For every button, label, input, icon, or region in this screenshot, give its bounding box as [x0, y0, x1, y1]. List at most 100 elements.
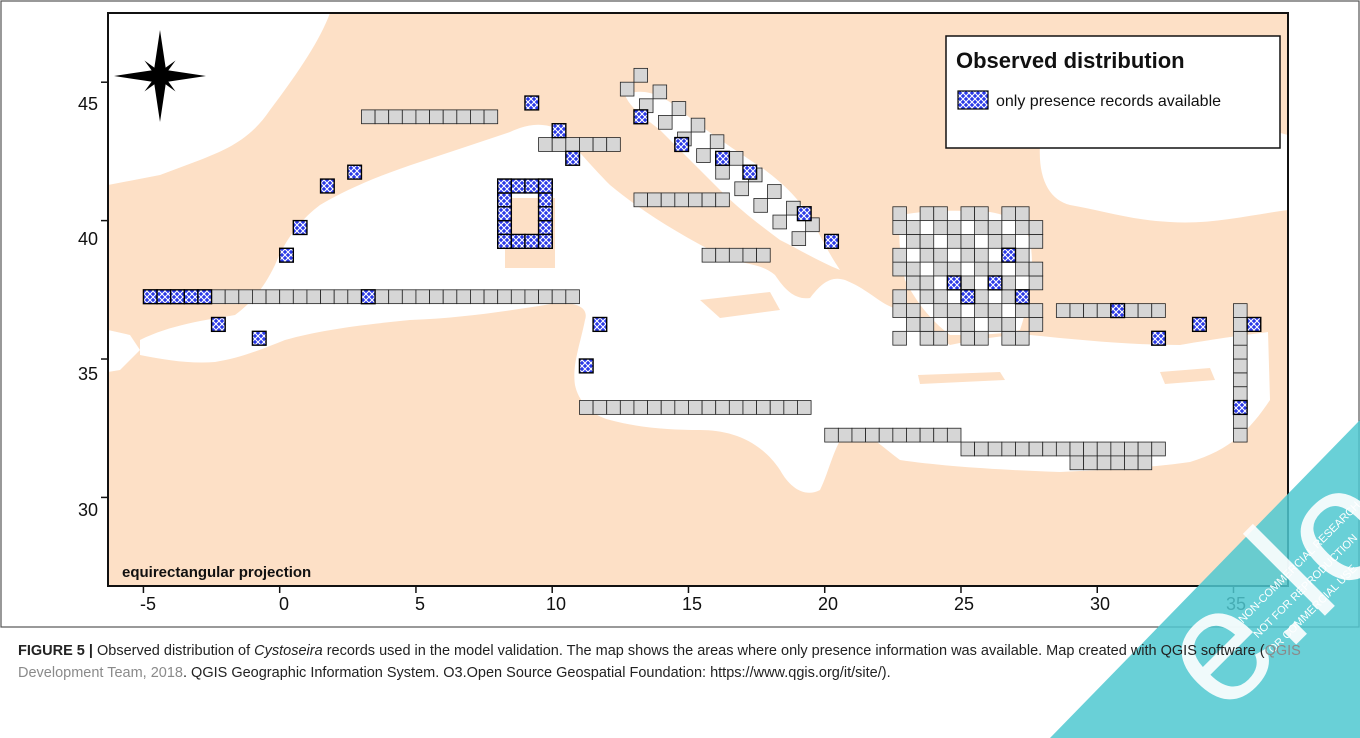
- x-tick-label: 15: [682, 594, 702, 614]
- legend-title: Observed distribution: [956, 48, 1185, 73]
- grid-cell: [767, 184, 782, 199]
- grid-cell: [946, 261, 962, 277]
- grid-cell: [946, 234, 962, 249]
- grid-cell: [1001, 275, 1016, 291]
- grid-cell: [974, 220, 989, 235]
- figure-caption: FIGURE 5 | Observed distribution of Cyst…: [18, 640, 1338, 684]
- presence-cell: [496, 206, 513, 222]
- grid-cell: [1055, 303, 1071, 318]
- x-tick-label: 10: [546, 594, 566, 614]
- grid-cell: [606, 137, 621, 152]
- grid-cell: [401, 289, 417, 305]
- grid-cell: [1015, 303, 1030, 318]
- grid-cell: [374, 109, 390, 125]
- y-tick-labels: 45 40 35 30: [78, 94, 98, 520]
- grid-cell: [1015, 206, 1030, 222]
- grid-cell: [470, 109, 485, 125]
- grid-cell: [320, 289, 335, 305]
- legend-swatch: [957, 90, 989, 110]
- grid-cell: [906, 234, 921, 249]
- grid-cell: [1233, 386, 1248, 401]
- grid-cell: [619, 81, 635, 97]
- grid-cell: [579, 137, 594, 152]
- grid-cell: [753, 198, 768, 213]
- presence-cell: [496, 192, 513, 208]
- presence-cell: [169, 289, 186, 305]
- presence-cell: [537, 219, 553, 236]
- grid-cell: [892, 303, 907, 318]
- caption-genus: Cystoseira: [254, 643, 323, 659]
- grid-cell: [292, 289, 308, 305]
- grid-cell: [633, 192, 648, 208]
- grid-cell: [906, 303, 921, 318]
- presence-cell: [987, 275, 1003, 291]
- legend: Observed distribution only presence reco…: [945, 35, 1281, 149]
- grid-cell: [756, 400, 771, 415]
- grid-cell: [333, 289, 349, 305]
- grid-cell: [974, 206, 989, 222]
- grid-cell: [919, 427, 935, 443]
- presence-cell: [565, 150, 581, 166]
- grid-cell: [483, 109, 499, 125]
- presence-cell: [715, 150, 731, 166]
- grid-cell: [1233, 358, 1248, 374]
- x-tick-label: 30: [1090, 594, 1110, 614]
- presence-cell: [578, 358, 594, 374]
- grid-cell: [715, 192, 730, 208]
- grid-cell: [987, 261, 1003, 277]
- grid-cell: [1015, 261, 1030, 277]
- grid-cell: [1001, 206, 1016, 222]
- presence-cell: [319, 178, 335, 194]
- caption-reference-link[interactable]: QGIS Development Team, 2018: [18, 643, 1301, 681]
- grid-cell: [960, 247, 976, 263]
- grid-cell: [878, 427, 894, 443]
- grid-cell: [892, 247, 907, 263]
- grid-cell: [606, 400, 621, 415]
- grid-cell: [974, 303, 989, 318]
- plot-frame: [107, 12, 1289, 587]
- grid-cell: [1124, 441, 1139, 457]
- grid-cell: [919, 247, 935, 263]
- grid-cell: [1028, 317, 1044, 332]
- grid-cell: [252, 289, 267, 305]
- y-tick-label: 40: [78, 229, 98, 249]
- presence-cell: [824, 233, 840, 249]
- grid-cell: [524, 289, 539, 305]
- presence-cell: [537, 233, 553, 249]
- grid-cell: [974, 247, 989, 263]
- grid-cell: [946, 220, 962, 235]
- grid-cell: [769, 400, 785, 415]
- grid-cell: [1151, 303, 1166, 318]
- grid-cell: [674, 400, 689, 415]
- grid-cell: [1028, 220, 1044, 235]
- grid-cell: [510, 289, 526, 305]
- grid-cell: [279, 289, 294, 305]
- grid-cell: [565, 289, 580, 305]
- presence-cell: [524, 178, 540, 194]
- grid-cell: [361, 109, 376, 125]
- grid-cell: [933, 427, 948, 443]
- grid-cell: [892, 261, 907, 277]
- grid-cell: [919, 330, 935, 346]
- presence-cell: [524, 233, 540, 249]
- presence-cell: [1191, 316, 1207, 333]
- presence-cell: [251, 330, 267, 346]
- grid-cell: [1110, 441, 1125, 457]
- caption-text: Observed distribution of: [92, 643, 255, 659]
- grid-cell: [633, 67, 648, 83]
- grid-cell: [1096, 303, 1112, 318]
- grid-cell: [415, 289, 430, 305]
- grid-cell: [401, 109, 417, 125]
- grid-cell: [347, 289, 362, 305]
- grid-cell: [851, 427, 866, 443]
- grid-cell: [1015, 330, 1030, 346]
- presence-cell: [946, 275, 962, 291]
- grid-cell: [772, 214, 787, 230]
- presence-cell: [197, 289, 213, 305]
- y-tick-label: 45: [78, 94, 98, 114]
- presence-cell: [537, 178, 553, 194]
- grid-cell: [1233, 427, 1248, 443]
- presence-cell: [1232, 399, 1248, 416]
- presence-cell: [278, 247, 295, 263]
- presence-cell: [210, 316, 226, 333]
